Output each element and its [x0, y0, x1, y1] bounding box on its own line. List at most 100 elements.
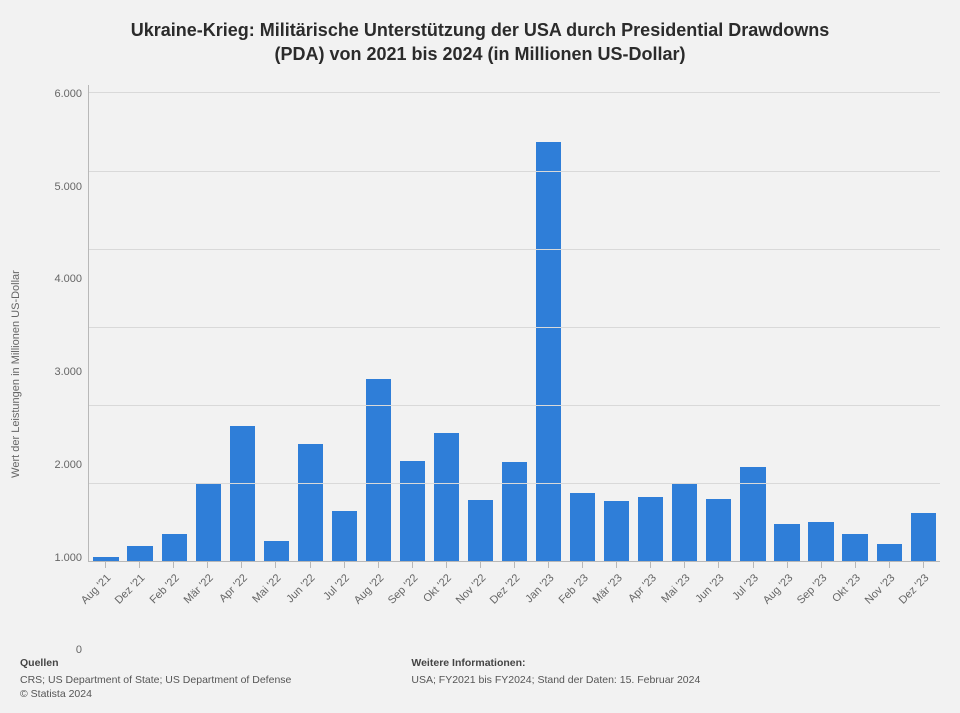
chart-container: Ukraine-Krieg: Militärische Unterstützun…: [0, 0, 960, 713]
bar: [127, 546, 152, 562]
x-tick-mark: [344, 562, 345, 568]
x-tick-mark: [889, 562, 890, 568]
x-tick-mark: [582, 562, 583, 568]
bar: [196, 483, 221, 561]
bar-slot: [702, 85, 736, 562]
bar-slot: [838, 85, 872, 562]
x-tick-mark: [855, 562, 856, 568]
x-tick-slot: Dez '21: [122, 562, 156, 650]
x-tick-slot: Nov '23: [872, 562, 906, 650]
bar: [672, 484, 697, 561]
x-tick-mark: [241, 562, 242, 568]
y-tick-label: 1.000: [54, 552, 82, 564]
bar-slot: [429, 85, 463, 562]
gridline: [89, 171, 940, 172]
x-tick-mark: [207, 562, 208, 568]
x-tick-mark: [105, 562, 106, 568]
x-tick-mark: [684, 562, 685, 568]
footer-sources: Quellen CRS; US Department of State; US …: [20, 656, 291, 701]
y-tick-label: 3.000: [54, 366, 82, 378]
bar: [162, 534, 187, 561]
y-tick-label: 2.000: [54, 459, 82, 471]
x-tick-slot: Aug '21: [88, 562, 122, 650]
x-tick-slot: Mai '22: [258, 562, 292, 650]
bars-layer: [89, 85, 940, 562]
x-tick-slot: Jul '23: [735, 562, 769, 650]
x-tick-mark: [650, 562, 651, 568]
gridline: [89, 249, 940, 250]
bar-slot: [361, 85, 395, 562]
bar: [298, 444, 323, 561]
x-tick-slot: Aug '23: [770, 562, 804, 650]
bar-slot: [157, 85, 191, 562]
x-tick-mark: [480, 562, 481, 568]
x-tick-slot: Jul '22: [327, 562, 361, 650]
title-line-2: (PDA) von 2021 bis 2024 (in Millionen US…: [274, 44, 685, 64]
x-tick-mark: [923, 562, 924, 568]
bar: [877, 544, 902, 562]
bar-slot: [668, 85, 702, 562]
bar-slot: [566, 85, 600, 562]
x-tick-mark: [514, 562, 515, 568]
bar: [638, 497, 663, 562]
y-tick-label: 4.000: [54, 273, 82, 285]
x-tick-mark: [310, 562, 311, 568]
x-tick-slot: Okt '23: [838, 562, 872, 650]
bar: [808, 522, 833, 561]
x-tick-mark: [446, 562, 447, 568]
bar-slot: [395, 85, 429, 562]
bar-slot: [906, 85, 940, 562]
gridline: [89, 92, 940, 93]
bar-slot: [293, 85, 327, 562]
bar-slot: [123, 85, 157, 562]
x-tick-slot: Dez '22: [497, 562, 531, 650]
x-tick-label: Jul '23: [730, 572, 761, 603]
bar-slot: [498, 85, 532, 562]
x-tick-slot: Mär '23: [599, 562, 633, 650]
x-tick-slot: Feb '23: [565, 562, 599, 650]
x-tick-mark: [718, 562, 719, 568]
chart-area: Wert der Leistungen in Millionen US-Doll…: [20, 77, 940, 651]
x-tick-slot: Apr '22: [224, 562, 258, 650]
x-tick-slot: Jun '22: [292, 562, 326, 650]
more-info-header: Weitere Informationen:: [411, 656, 700, 670]
bar-slot: [259, 85, 293, 562]
x-tick-mark: [787, 562, 788, 568]
x-tick-slot: Mai '23: [667, 562, 701, 650]
bar-slot: [327, 85, 361, 562]
bar: [264, 541, 289, 561]
bar-slot: [532, 85, 566, 562]
bar: [502, 462, 527, 561]
gridline: [89, 405, 940, 406]
y-tick-label: 5.000: [54, 181, 82, 193]
bar: [774, 524, 799, 561]
bar-slot: [191, 85, 225, 562]
gridline: [89, 483, 940, 484]
bar: [842, 534, 867, 561]
x-tick-slot: Jun '23: [701, 562, 735, 650]
bar: [740, 467, 765, 562]
footer-more-info: Weitere Informationen: USA; FY2021 bis F…: [411, 656, 700, 701]
x-tick-slot: Mär '22: [190, 562, 224, 650]
x-tick-slot: Feb '22: [156, 562, 190, 650]
bar-slot: [736, 85, 770, 562]
bar: [93, 557, 118, 562]
x-tick-mark: [821, 562, 822, 568]
copyright: © Statista 2024: [20, 687, 291, 701]
y-axis: 01.0002.0003.0004.0005.0006.000: [42, 85, 88, 651]
sources-text: CRS; US Department of State; US Departme…: [20, 673, 291, 687]
bar: [536, 142, 561, 561]
bar-slot: [89, 85, 123, 562]
bar-slot: [872, 85, 906, 562]
x-tick-slot: Okt '22: [429, 562, 463, 650]
bar: [332, 511, 357, 561]
sources-header: Quellen: [20, 656, 291, 670]
plot-column: Aug '21Dez '21Feb '22Mär '22Apr '22Mai '…: [88, 85, 940, 651]
x-tick-slot: Sep '22: [395, 562, 429, 650]
x-tick-mark: [548, 562, 549, 568]
x-tick-mark: [378, 562, 379, 568]
bar-slot: [225, 85, 259, 562]
bar: [604, 501, 629, 561]
x-tick-slot: Dez '23: [906, 562, 940, 650]
bar-slot: [600, 85, 634, 562]
